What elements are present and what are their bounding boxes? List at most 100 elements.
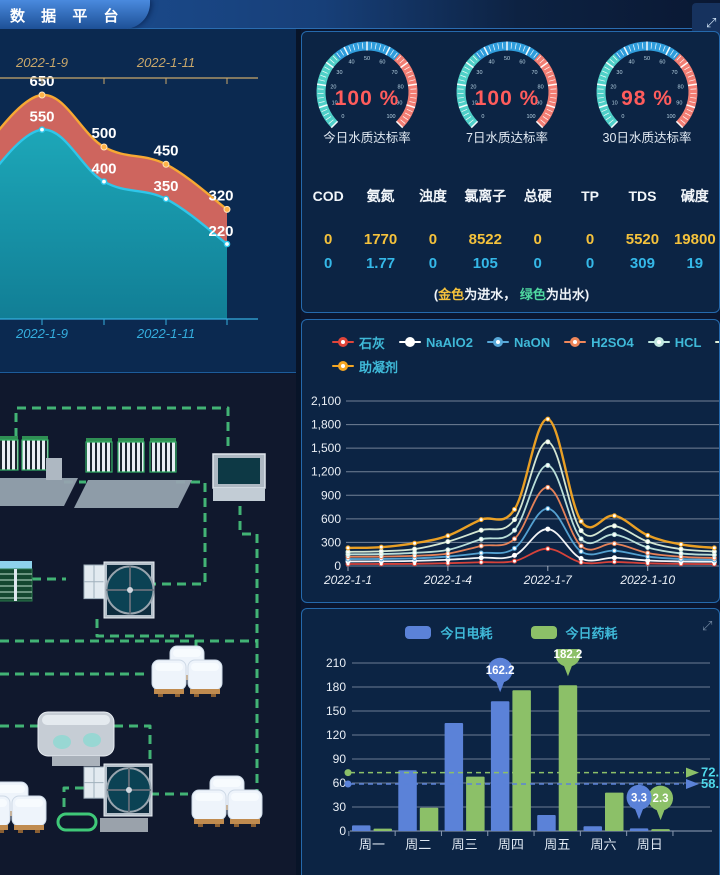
dosing-x-label: 2022-1-10 — [619, 573, 675, 587]
average-value-label: 72.97 — [701, 765, 720, 780]
gauge-tick-label: 10 — [472, 101, 478, 107]
value-callout: 182.2 — [554, 649, 582, 677]
gauge-tick-label: 70 — [531, 70, 537, 76]
table-col-header: COD — [312, 188, 344, 204]
gauge-tick-label: 10 — [332, 101, 338, 107]
table-cell-row1: 1.77 — [365, 255, 396, 272]
bar-今日药耗-5 — [605, 792, 624, 831]
dosing-y-label: 1,500 — [311, 441, 341, 455]
inlet-point — [100, 143, 108, 151]
legend-item-2[interactable]: NaON — [486, 335, 550, 350]
series-marker-icon — [332, 361, 354, 371]
panel-expand-icon[interactable]: ⤢ — [702, 618, 713, 633]
legend-label: 助凝剂 — [359, 359, 399, 375]
membrane-rack — [149, 438, 177, 473]
inlet-value-label: 450 — [153, 142, 178, 159]
dosing-series-5 — [345, 439, 717, 555]
consumption-bar-chart: 0 30 60 90 120 150 180 210 周一 周二 周三 周四 周五 周六 周日 72.9758… — [326, 649, 720, 852]
table-cell-row0: 0 — [324, 231, 333, 248]
bar-legend-item-1[interactable]: 今日药耗 — [530, 623, 618, 642]
dosing-y-label: 0 — [334, 559, 341, 573]
dosing-y-label: 1,800 — [311, 418, 341, 432]
membrane-rack — [117, 438, 145, 473]
table-col-header: 氯离子 — [464, 188, 507, 204]
table-cell-row1: 105 — [472, 255, 498, 272]
note-part: 金色 — [438, 287, 465, 302]
svg-text:3.3: 3.3 — [631, 792, 647, 804]
table-col-header: 碱度 — [680, 188, 709, 204]
dosing-y-label: 1,200 — [311, 465, 341, 479]
bar-y-label: 60 — [333, 776, 347, 790]
gauge-tick-label: 60 — [659, 60, 665, 66]
pipeline — [232, 506, 259, 794]
equipment-platform — [74, 480, 192, 508]
storage-tank — [212, 453, 266, 501]
bottom-axis-tick: 2022-1-9 — [15, 326, 68, 341]
table-cell-row1: 309 — [629, 255, 655, 272]
value-callout: 162.2 — [486, 657, 515, 693]
dosing-x-label: 2022-1-7 — [523, 573, 573, 587]
series-marker-icon — [399, 337, 422, 347]
legend-label: H2SO4 — [591, 334, 634, 350]
average-arrow-icon — [686, 779, 699, 790]
bar-legend-item-0[interactable]: 今日电耗 — [405, 623, 493, 642]
inlet-outlet-panel: 650 550 500 400 450 350 320 220 2022-1-9 2022-1-1… — [0, 29, 296, 373]
table-cell-row1: 0 — [428, 255, 438, 272]
legend-item-3[interactable]: H2SO4 — [564, 335, 634, 350]
bar-x-label: 周二 — [405, 837, 431, 852]
chemical-bags — [0, 781, 47, 833]
legend-item-6[interactable]: 助凝剂 — [332, 357, 398, 376]
gauge-label: 今日水质达标率 — [323, 130, 411, 145]
dosing-legend: 石灰 NaAlO2 NaON H2SO4 HCL NaCLO 助凝剂 — [332, 330, 719, 378]
legend-item-0[interactable]: 石灰 — [332, 333, 385, 352]
bar-x-label: 周五 — [544, 837, 570, 852]
table-col-header: 浊度 — [418, 188, 447, 204]
bar-今日电耗-0 — [352, 825, 371, 831]
outlet-value-label: 550 — [29, 109, 54, 126]
gauge-0: 0 10 20 30 40 50 60 70 80 90 100 100 % 今日水质达标率 — [316, 41, 418, 145]
header-swoosh — [0, 0, 150, 29]
series-marker-icon — [564, 337, 587, 347]
pipeline — [62, 786, 84, 814]
consumption-legend: 今日电耗 今日药耗 — [302, 623, 719, 642]
inlet-value-label: 320 — [208, 187, 233, 204]
legend-label: 今日电耗 — [440, 626, 493, 641]
gauge-tick-label: 0 — [341, 114, 344, 120]
gauge-tick-label: 10 — [612, 101, 618, 107]
legend-item-1[interactable]: NaAlO2 — [399, 335, 473, 350]
gauge-value: 100 % — [335, 87, 400, 110]
consumption-panel: 今日电耗 今日药耗 ⤢ 0 30 60 90 120 150 180 210 周一 周二 周三 周四 周五… — [301, 608, 720, 875]
water-quality-panel: 0 10 20 30 40 50 60 70 80 90 100 100 % 今日水质达标率 0 10 20 3… — [301, 31, 720, 313]
legend-label: 石灰 — [359, 335, 386, 351]
outlet-point — [223, 240, 231, 248]
pipeline — [152, 480, 207, 586]
bar-今日电耗-1 — [398, 770, 417, 831]
gauge-tick-label: 100 — [386, 114, 395, 120]
note-part: 为进水， — [464, 287, 520, 302]
bar-今日药耗-2 — [466, 776, 485, 831]
legend-item-5[interactable]: NaCLO — [715, 335, 719, 350]
dosing-series-3 — [345, 484, 717, 561]
membrane-rack — [85, 438, 113, 473]
dosing-series-6 — [345, 416, 717, 551]
pipe-loop — [56, 812, 98, 832]
chemical-bags — [191, 775, 263, 827]
legend-item-4[interactable]: HCL — [647, 335, 701, 350]
table-cell-row1: 0 — [533, 255, 542, 272]
chemical-bags — [151, 645, 223, 697]
series-marker-icon — [647, 337, 670, 347]
bar-今日电耗-4 — [537, 815, 556, 831]
table-cell-row0: 0 — [428, 231, 438, 248]
outlet-value-label: 220 — [208, 223, 233, 240]
note-part: 为出水) — [545, 287, 590, 302]
dosing-x-label: 2022-1-1 — [323, 573, 372, 587]
gauge-tick-label: 70 — [671, 70, 677, 76]
expand-icon[interactable]: ⤢ — [706, 15, 717, 30]
value-callout: 3.3 — [626, 784, 652, 820]
table-cell-row1: 19 — [686, 255, 704, 272]
dosing-x-label: 2022-1-4 — [423, 573, 472, 587]
gauge-1: 0 10 20 30 40 50 60 70 80 90 100 100 % 7日水质达标率 — [456, 41, 558, 145]
clarifier — [83, 561, 155, 619]
inlet-point — [162, 160, 170, 168]
pipeline — [114, 724, 152, 762]
